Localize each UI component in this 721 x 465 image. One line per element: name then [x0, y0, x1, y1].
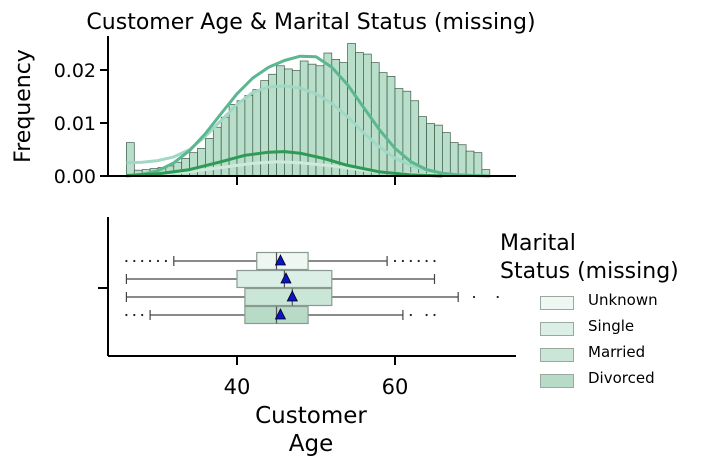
outlier-point	[401, 259, 404, 263]
x-tick-label: 60	[382, 375, 409, 399]
outlier-point	[425, 259, 428, 263]
legend-title-line-2: Status (missing)	[500, 259, 679, 284]
box-unknown	[125, 251, 436, 271]
y-tick-label: 0.00	[54, 166, 96, 188]
kde-line-married	[126, 54, 490, 178]
x-axis-label-line-2: Age	[289, 431, 333, 457]
outlier-point	[141, 313, 144, 317]
outlier-point	[164, 259, 167, 263]
x-axis-label-line-1: Customer	[255, 403, 367, 429]
x-tick-label: 40	[224, 375, 251, 399]
histogram-bar	[426, 123, 435, 177]
legend-swatch	[540, 374, 574, 388]
legend-swatch	[540, 322, 574, 336]
legend-swatch	[540, 296, 574, 310]
histogram-bar	[378, 72, 388, 177]
legend-items: Unknown Single Married Divorced	[500, 290, 679, 394]
outlier-point	[133, 259, 136, 263]
outlier-point	[141, 259, 144, 263]
box-iqr	[244, 287, 333, 307]
box-mean-marker	[286, 290, 298, 302]
outlier-point	[433, 313, 436, 317]
box-mean-marker	[274, 254, 287, 266]
y-axis-label: Frequency	[11, 49, 36, 163]
histogram-bar	[276, 65, 285, 177]
box-mean-marker	[274, 308, 287, 320]
outlier-point	[472, 295, 476, 299]
outlier-point	[409, 259, 412, 263]
outlier-point	[433, 259, 436, 263]
legend-label: Single	[588, 317, 635, 335]
legend-label: Unknown	[588, 291, 658, 309]
legend-label: Married	[588, 343, 646, 361]
legend-item-unknown: Unknown	[500, 290, 679, 316]
histogram-bar	[457, 144, 467, 177]
outlier-point	[149, 259, 152, 263]
histogram-axes: Customer Age & Marital Status (missing) F…	[11, 10, 536, 188]
legend-label: Divorced	[588, 369, 655, 387]
outlier-point	[125, 313, 128, 317]
outlier-point	[417, 259, 420, 263]
kde-line-divorced	[126, 150, 443, 178]
legend-item-married: Married	[500, 342, 679, 368]
y-tick-label: 0.02	[54, 60, 96, 82]
histogram-bar	[434, 124, 443, 177]
histogram-bar	[355, 52, 364, 177]
legend: Marital Status (missing) Unknown Single Ma…	[500, 230, 679, 394]
y-tick-label: 0.01	[54, 113, 96, 135]
chart-title: Customer Age & Marital Status (missing)	[86, 10, 535, 35]
outlier-point	[425, 313, 428, 317]
outlier-point	[393, 259, 397, 263]
outlier-point	[409, 313, 412, 317]
histogram-bar	[465, 150, 475, 177]
outlier-point	[133, 313, 136, 317]
histogram-bar	[386, 76, 396, 177]
box-divorced	[125, 305, 436, 325]
legend-item-single: Single	[500, 316, 679, 342]
histogram-bar	[307, 63, 317, 177]
box-married	[125, 287, 499, 307]
box-single	[125, 269, 436, 289]
box-mean-marker	[280, 272, 292, 284]
legend-swatch	[540, 348, 574, 362]
outlier-point	[156, 259, 160, 263]
histogram-bar	[449, 142, 459, 177]
kde-line-single	[126, 84, 459, 177]
histogram-bar	[347, 43, 356, 177]
outlier-point	[125, 259, 128, 263]
legend-item-divorced: Divorced	[500, 368, 679, 394]
histogram-bar	[394, 88, 404, 177]
outlier-point	[496, 295, 499, 299]
histogram-bar	[126, 142, 135, 177]
legend-title-line-1: Marital	[500, 231, 576, 256]
histogram-bar	[299, 60, 309, 177]
histogram-bar	[473, 152, 483, 177]
histogram-bar	[442, 132, 451, 177]
